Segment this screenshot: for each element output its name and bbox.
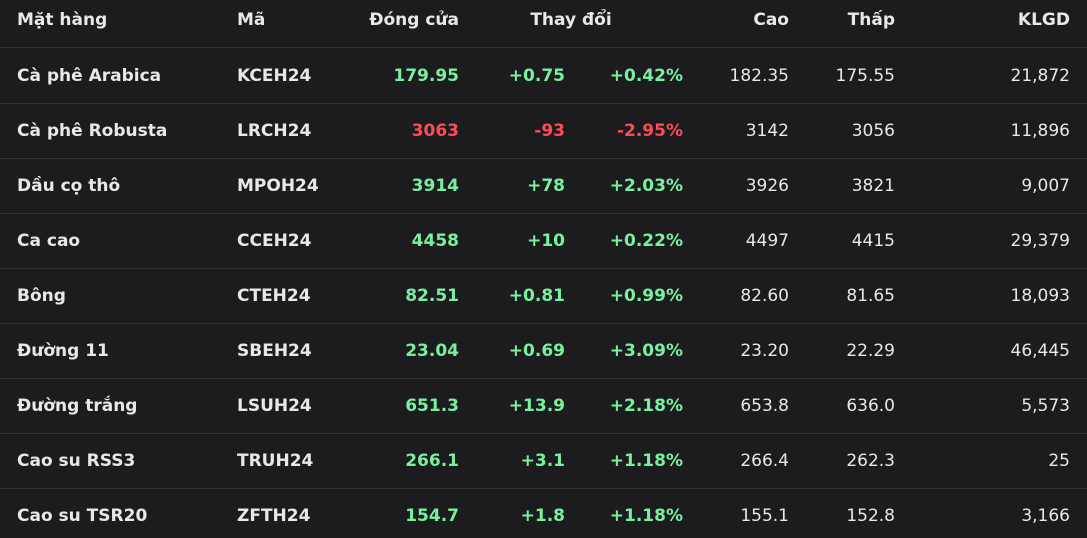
table-cell: Cao su RSS3 — [17, 451, 136, 471]
table-cell: 22.29 — [846, 341, 895, 361]
table-cell: ZFTH24 — [237, 506, 311, 526]
table-cell: LRCH24 — [237, 121, 312, 141]
table-cell: 651.3 — [405, 396, 459, 416]
table-cell: +0.69 — [508, 341, 565, 361]
table-cell: Ca cao — [17, 231, 81, 251]
table-cell: +1.8 — [520, 506, 565, 526]
row-divider — [0, 433, 1087, 434]
table-cell: +10 — [527, 231, 565, 251]
table-cell: 4497 — [745, 231, 789, 251]
table-cell: +0.99% — [609, 286, 683, 306]
column-header: Mã — [237, 10, 266, 30]
row-divider — [0, 323, 1087, 324]
table-cell: +0.42% — [609, 66, 683, 86]
table-cell: KCEH24 — [237, 66, 312, 86]
table-cell: 9,007 — [1021, 176, 1070, 196]
row-divider — [0, 213, 1087, 214]
table-cell: 25 — [1048, 451, 1070, 471]
table-cell: +3.09% — [609, 341, 683, 361]
table-cell: 3063 — [411, 121, 459, 141]
table-cell: TRUH24 — [237, 451, 314, 471]
table-cell: 3821 — [851, 176, 895, 196]
table-cell: +0.75 — [508, 66, 565, 86]
row-divider — [0, 158, 1087, 159]
table-cell: Đường 11 — [17, 341, 109, 361]
table-cell: -2.95% — [616, 121, 683, 141]
table-cell: Dầu cọ thô — [17, 176, 121, 196]
column-header: Thấp — [847, 10, 895, 30]
table-cell: 3926 — [745, 176, 789, 196]
row-divider — [0, 103, 1087, 104]
table-cell: 3,166 — [1021, 506, 1070, 526]
table-cell: 266.4 — [740, 451, 789, 471]
table-cell: LSUH24 — [237, 396, 312, 416]
table-cell: 82.51 — [405, 286, 459, 306]
table-cell: +1.18% — [609, 506, 683, 526]
table-cell: SBEH24 — [237, 341, 312, 361]
table-cell: 4415 — [851, 231, 895, 251]
table-cell: +2.18% — [609, 396, 683, 416]
table-cell: 82.60 — [740, 286, 789, 306]
table-cell: 23.20 — [740, 341, 789, 361]
table-cell: +3.1 — [520, 451, 565, 471]
table-cell: +0.22% — [609, 231, 683, 251]
table-cell: 155.1 — [740, 506, 789, 526]
table-cell: 4458 — [411, 231, 459, 251]
table-cell: 182.35 — [729, 66, 789, 86]
table-cell: 175.55 — [835, 66, 895, 86]
table-cell: 636.0 — [846, 396, 895, 416]
table-cell: 653.8 — [740, 396, 789, 416]
table-cell: 3142 — [745, 121, 789, 141]
table-cell: MPOH24 — [237, 176, 319, 196]
table-cell: 152.8 — [846, 506, 895, 526]
table-cell: 3914 — [411, 176, 459, 196]
table-cell: Cà phê Robusta — [17, 121, 168, 141]
table-cell: CCEH24 — [237, 231, 312, 251]
table-cell: Đường trắng — [17, 396, 138, 416]
table-cell: +13.9 — [508, 396, 565, 416]
table-cell: Cao su TSR20 — [17, 506, 148, 526]
column-header: Mặt hàng — [17, 10, 108, 30]
table-cell: +1.18% — [609, 451, 683, 471]
row-divider — [0, 488, 1087, 489]
table-cell: -93 — [534, 121, 565, 141]
table-cell: 29,379 — [1010, 231, 1070, 251]
column-header: Đóng cửa — [369, 10, 459, 30]
table-cell: +78 — [527, 176, 565, 196]
row-divider — [0, 378, 1087, 379]
column-header: Thay đổi — [530, 10, 612, 30]
column-header: KLGD — [1017, 10, 1070, 30]
table-cell: 5,573 — [1021, 396, 1070, 416]
table-cell: Bông — [17, 286, 66, 306]
table-cell: 262.3 — [846, 451, 895, 471]
table-cell: 23.04 — [405, 341, 459, 361]
table-cell: 3056 — [851, 121, 895, 141]
table-cell: 18,093 — [1010, 286, 1070, 306]
row-divider — [0, 47, 1087, 48]
table-cell: 266.1 — [405, 451, 459, 471]
row-divider — [0, 268, 1087, 269]
table-cell: 21,872 — [1010, 66, 1070, 86]
table-cell: 46,445 — [1010, 341, 1070, 361]
table-cell: CTEH24 — [237, 286, 311, 306]
table-cell: 11,896 — [1010, 121, 1070, 141]
table-cell: 81.65 — [846, 286, 895, 306]
column-header: Cao — [753, 10, 789, 30]
table-cell: 179.95 — [393, 66, 459, 86]
table-cell: Cà phê Arabica — [17, 66, 162, 86]
table-cell: +2.03% — [609, 176, 683, 196]
table-cell: 154.7 — [405, 506, 459, 526]
table-cell: +0.81 — [508, 286, 565, 306]
